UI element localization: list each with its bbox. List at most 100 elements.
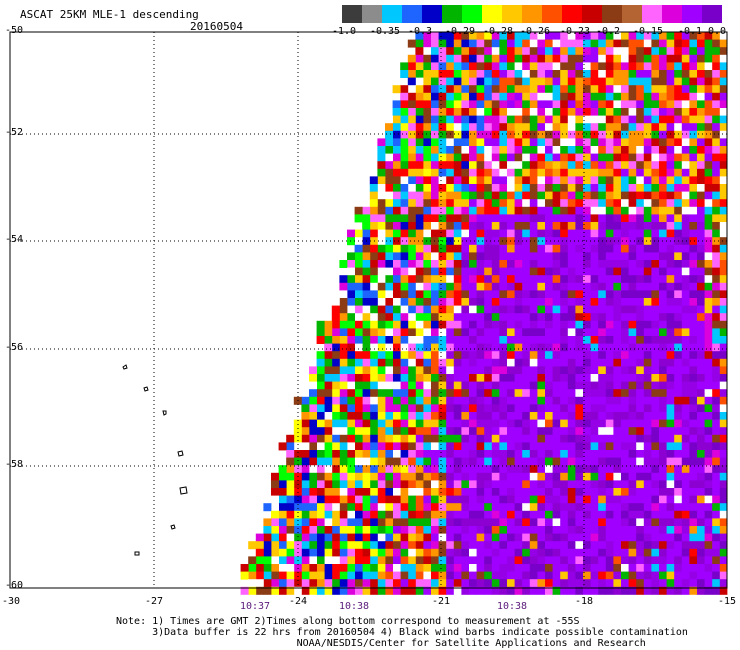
swath-cell: [689, 290, 697, 299]
swath-cell: [590, 176, 599, 185]
swath-cell: [628, 229, 637, 238]
swath-cell: [438, 328, 447, 337]
swath-cell: [324, 366, 333, 375]
swath-cell: [597, 389, 606, 398]
swath-cell: [453, 237, 462, 246]
swath-cell: [521, 282, 530, 291]
swath-cell: [423, 62, 431, 71]
swath-cell: [643, 503, 652, 512]
swath-cell: [590, 222, 599, 230]
swath-cell: [415, 146, 424, 154]
swath-cell: [605, 229, 614, 238]
swath-cell: [514, 328, 523, 337]
swath-cell: [651, 138, 659, 147]
swath-cell: [719, 343, 728, 352]
swath-cell: [689, 130, 697, 139]
swath-cell: [514, 123, 523, 132]
swath-cell: [582, 62, 591, 71]
swath-cell: [575, 229, 583, 238]
swath-cell: [658, 374, 667, 382]
swath-cell: [468, 275, 477, 284]
swath-cell: [567, 115, 576, 124]
swath-cell: [719, 404, 728, 413]
swath-cell: [453, 412, 462, 420]
swath-cell: [628, 92, 637, 101]
swath-cell: [514, 222, 523, 230]
swath-cell: [696, 564, 705, 572]
swath-cell: [362, 366, 371, 375]
swath-cell: [567, 351, 576, 360]
swath-cell: [673, 77, 682, 86]
swath-cell: [620, 472, 629, 481]
swath-cell: [620, 548, 629, 557]
swath-cell: [483, 564, 492, 572]
swath-cell: [719, 252, 728, 261]
swath-cell: [476, 138, 485, 147]
swath-cell: [689, 328, 697, 337]
swath-cell: [278, 564, 287, 572]
swath-cell: [385, 336, 393, 344]
swath-cell: [529, 541, 538, 550]
swath-cell: [514, 381, 523, 390]
swath-cell: [696, 495, 705, 504]
swath-cell: [597, 328, 606, 337]
swath-cell: [575, 419, 583, 428]
swath-cell: [339, 518, 348, 527]
swath-cell: [506, 161, 515, 170]
swath-cell: [613, 457, 621, 466]
swath-cell: [415, 244, 424, 253]
data-swath: [240, 32, 728, 595]
lon-label: -15: [717, 596, 737, 607]
swath-cell: [499, 465, 507, 474]
swath-cell: [643, 32, 652, 40]
swath-cell: [658, 396, 667, 405]
swath-cell: [651, 450, 659, 458]
swath-cell: [301, 510, 310, 519]
swath-cell: [514, 404, 523, 413]
swath-cell: [415, 510, 424, 519]
swath-cell: [331, 434, 340, 443]
swath-cell: [461, 343, 469, 352]
swath-cell: [575, 176, 583, 185]
swath-cell: [468, 389, 477, 398]
swath-cell: [635, 130, 644, 139]
swath-cell: [483, 548, 492, 557]
swath-cell: [362, 526, 371, 534]
swath-cell: [696, 92, 705, 101]
swath-cell: [597, 206, 606, 215]
swath-cell: [613, 77, 621, 86]
swath-cell: [689, 168, 697, 177]
swath-cell: [468, 100, 477, 109]
swath-cell: [590, 579, 599, 588]
swath-cell: [521, 191, 530, 200]
swath-cell: [385, 260, 393, 268]
swath-cell: [696, 146, 705, 154]
swath-cell: [514, 358, 523, 367]
swath-cell: [635, 358, 644, 367]
swath-cell: [628, 214, 637, 223]
swath-cell: [537, 434, 545, 443]
swath-cell: [354, 305, 363, 314]
swath-cell: [544, 252, 553, 261]
swath-cell: [666, 564, 675, 572]
swath-cell: [392, 214, 401, 223]
swath-cell: [613, 92, 621, 101]
swath-cell: [651, 32, 659, 40]
swath-cell: [468, 366, 477, 375]
swath-cell: [689, 419, 697, 428]
swath-cell: [620, 495, 629, 504]
swath-cell: [643, 199, 652, 208]
swath-cell: [544, 450, 553, 458]
swath-cell: [499, 412, 507, 420]
swath-cell: [385, 290, 393, 299]
swath-cell: [445, 54, 454, 63]
swath-cell: [651, 214, 659, 223]
swath-cell: [643, 328, 652, 337]
swath-cell: [681, 214, 690, 223]
swath-cell: [461, 206, 469, 215]
swath-cell: [392, 480, 401, 489]
swath-cell: [453, 260, 462, 268]
swath-cell: [339, 419, 348, 428]
swath-cell: [628, 495, 637, 504]
swath-cell: [423, 396, 431, 405]
